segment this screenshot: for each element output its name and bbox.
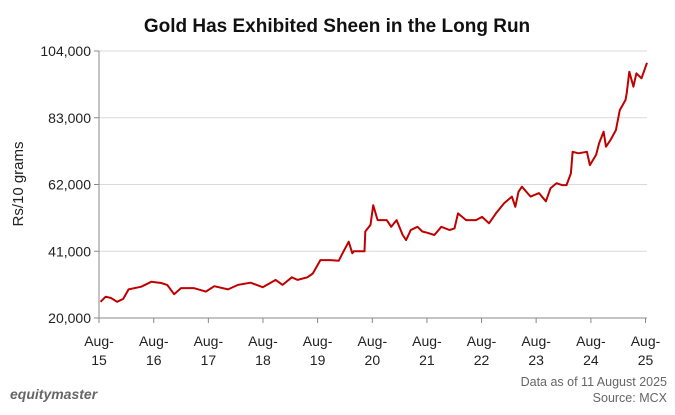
x-tick-label-line: 19 <box>310 352 326 368</box>
x-tick-label: Aug- 25 <box>631 333 661 368</box>
chart-title: Gold Has Exhibited Sheen in the Long Run <box>144 16 530 37</box>
y-tick-label: 83,000 <box>48 110 91 126</box>
x-tick-label-line: Aug- <box>521 333 551 349</box>
y-tick-label: 41,000 <box>48 243 91 259</box>
x-tick-label-line: 20 <box>365 352 381 368</box>
x-tick-label-line: Aug- <box>358 333 388 349</box>
x-tick-label: Aug- 16 <box>139 333 169 368</box>
x-tick-label-line: 17 <box>201 352 217 368</box>
x-tick-label: Aug- 22 <box>467 333 497 368</box>
x-tick-label-line: 16 <box>146 352 162 368</box>
gold-price-line <box>99 62 648 303</box>
data-date-note: Data as of 11 August 2025 <box>521 375 667 389</box>
x-tick-label-line: 15 <box>91 352 107 368</box>
x-tick-label-line: Aug- <box>631 333 661 349</box>
x-tick-label-line: 22 <box>474 352 490 368</box>
x-tick-label: Aug- 23 <box>521 333 551 368</box>
y-tick-label: 62,000 <box>48 177 91 193</box>
x-tick-label-line: Aug- <box>139 333 169 349</box>
x-tick-label-line: Aug- <box>84 333 114 349</box>
x-tick-label-line: Aug- <box>576 333 606 349</box>
x-tick-label: Aug- 18 <box>248 333 278 368</box>
x-tick-label: Aug- 21 <box>412 333 442 368</box>
x-tick-label-line: Aug- <box>303 333 333 349</box>
source-note: Source: MCX <box>593 391 668 405</box>
x-tick-label: Aug- 15 <box>84 333 114 368</box>
x-tick-label: Aug- 24 <box>576 333 606 368</box>
brand-logo: equitymaster <box>10 386 99 402</box>
x-tick-label-line: Aug- <box>467 333 497 349</box>
y-tick-label: 104,000 <box>40 43 91 59</box>
x-tick-label-line: 18 <box>255 352 271 368</box>
x-tick-label-line: 23 <box>528 352 544 368</box>
x-tick-label-line: Aug- <box>248 333 278 349</box>
x-tick-label-line: 25 <box>638 352 654 368</box>
x-tick-label: Aug- 19 <box>303 333 333 368</box>
y-tick-label: 20,000 <box>48 310 91 326</box>
x-tick-label: Aug- 20 <box>358 333 388 368</box>
x-tick-label-line: Aug- <box>412 333 442 349</box>
x-tick-label: Aug- 17 <box>194 333 224 368</box>
x-tick-label-line: Aug- <box>194 333 224 349</box>
y-axis-label: Rs/10 grams <box>10 141 27 226</box>
x-tick-label-line: 24 <box>583 352 599 368</box>
x-tick-label-line: 21 <box>419 352 435 368</box>
